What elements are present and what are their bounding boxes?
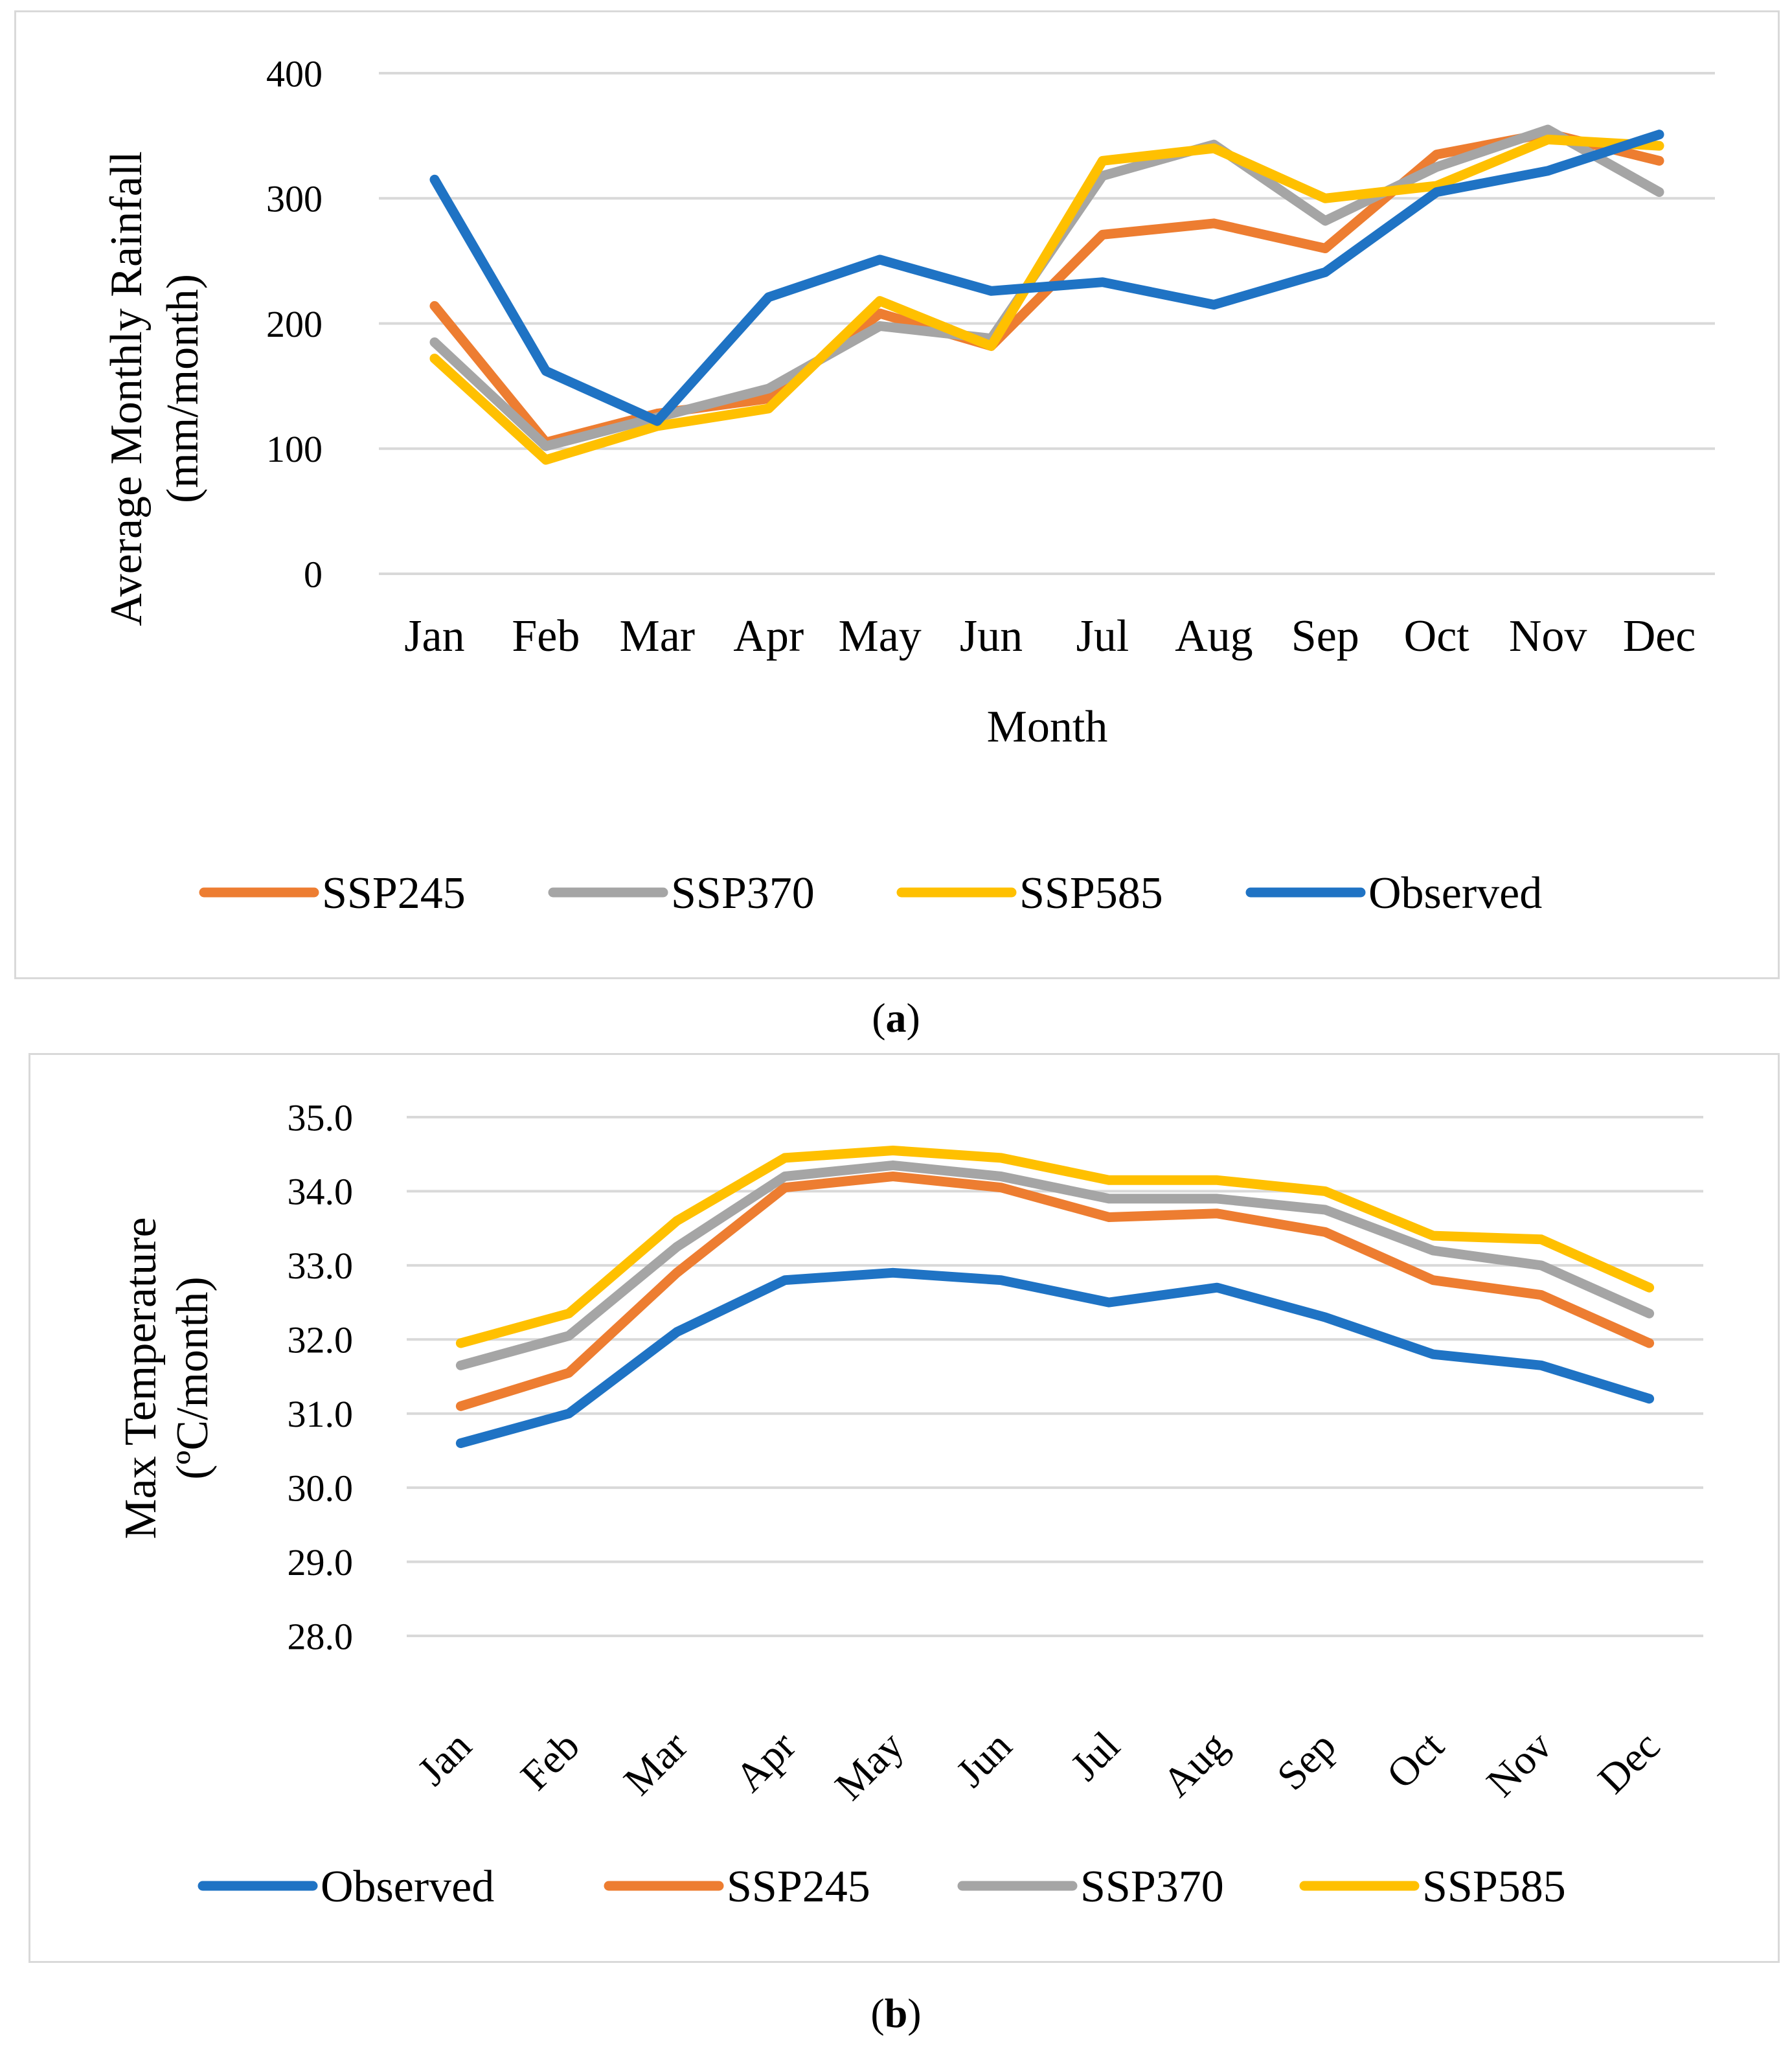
x-tick-label: Sep <box>1268 1723 1344 1799</box>
x-tick-label: Apr <box>733 611 804 661</box>
chart-panel-a <box>14 10 1780 979</box>
series-line-ssp245 <box>455 1172 1655 1411</box>
y-tick-label: 28.0 <box>288 1615 354 1657</box>
legend-label-ssp585: SSP585 <box>1019 868 1163 918</box>
x-tick-label: Aug <box>1175 611 1253 661</box>
y-tick-label: 30.0 <box>288 1467 354 1509</box>
x-tick-label: Jun <box>947 1723 1020 1796</box>
x-tick-label: May <box>826 1723 912 1809</box>
legend-label-ssp245: SSP245 <box>727 1862 870 1912</box>
y-tick-label: 33.0 <box>288 1245 354 1287</box>
x-tick-label: Jan <box>404 611 464 661</box>
x-tick-label: Oct <box>1378 1723 1453 1798</box>
legend-label-observed: Observed <box>1368 868 1542 918</box>
y-tick-label: 35.0 <box>288 1096 354 1139</box>
x-tick-label: Oct <box>1404 611 1470 661</box>
series-line-observed <box>429 130 1664 426</box>
x-tick-label: Feb <box>512 1723 588 1799</box>
series-line-ssp585 <box>429 134 1664 465</box>
y-tick-label: 31.0 <box>288 1393 354 1435</box>
x-tick-label: Dec <box>1623 611 1696 661</box>
y-tick-label: 0 <box>304 553 323 595</box>
y-tick-label: 100 <box>266 428 323 470</box>
y-tick-label: 200 <box>266 303 323 345</box>
caption-a: (a) <box>872 995 920 1041</box>
chart-panel-b <box>28 1053 1780 1963</box>
x-tick-label: Jul <box>1061 1723 1128 1789</box>
y-axis-title-line2: (mm/month) <box>158 274 208 503</box>
rainfall-chart: 0 100 200 300 400 Jan Feb Mar Apr May Jun Jul Aug Sep… <box>102 52 1715 918</box>
x-tick-label: Nov <box>1509 611 1587 661</box>
x-tick-label: Aug <box>1153 1723 1236 1806</box>
y-tick-label: 29.0 <box>288 1541 354 1583</box>
x-tick-label: Mar <box>615 1723 696 1804</box>
caption-b-label: b <box>884 1990 908 2036</box>
caption-b: (b) <box>870 1990 922 2036</box>
temperature-chart: 28.0 29.0 30.0 31.0 32.0 33.0 34.0 35.0 Jan Feb Ma… <box>116 1096 1703 1912</box>
x-tick-label: May <box>838 611 921 661</box>
x-tick-label: Jan <box>409 1723 481 1795</box>
legend-label-ssp370: SSP370 <box>1080 1862 1224 1912</box>
x-tick-label: Jun <box>960 611 1023 661</box>
y-axis-title-line1: Average Monthly Rainfall <box>102 151 152 626</box>
x-tick-label: Nov <box>1478 1723 1561 1806</box>
x-tick-label: Jul <box>1076 611 1129 661</box>
x-tick-label: Feb <box>512 611 580 661</box>
legend-label-ssp370: SSP370 <box>671 868 815 918</box>
y-tick-label: 400 <box>266 52 323 95</box>
legend-label-ssp245: SSP245 <box>322 868 466 918</box>
series-line-ssp370 <box>455 1160 1655 1370</box>
x-tick-label: Mar <box>619 611 695 661</box>
y-tick-label: 300 <box>266 178 323 220</box>
caption-a-label: a <box>885 995 907 1041</box>
legend-label-observed: Observed <box>321 1862 494 1912</box>
x-tick-label: Sep <box>1291 611 1359 661</box>
legend-label-ssp585: SSP585 <box>1422 1862 1566 1912</box>
series-line-ssp585 <box>455 1146 1655 1348</box>
x-tick-label: Apr <box>726 1723 804 1801</box>
series-line-observed <box>455 1267 1655 1448</box>
y-axis-title-line2: (ºC/month) <box>168 1276 218 1479</box>
x-tick-label: Dec <box>1589 1723 1668 1802</box>
y-tick-label: 32.0 <box>288 1319 354 1361</box>
y-axis-title-line1: Max Temperature <box>116 1217 166 1539</box>
y-tick-label: 34.0 <box>288 1171 354 1213</box>
x-axis-title: Month <box>987 702 1108 752</box>
